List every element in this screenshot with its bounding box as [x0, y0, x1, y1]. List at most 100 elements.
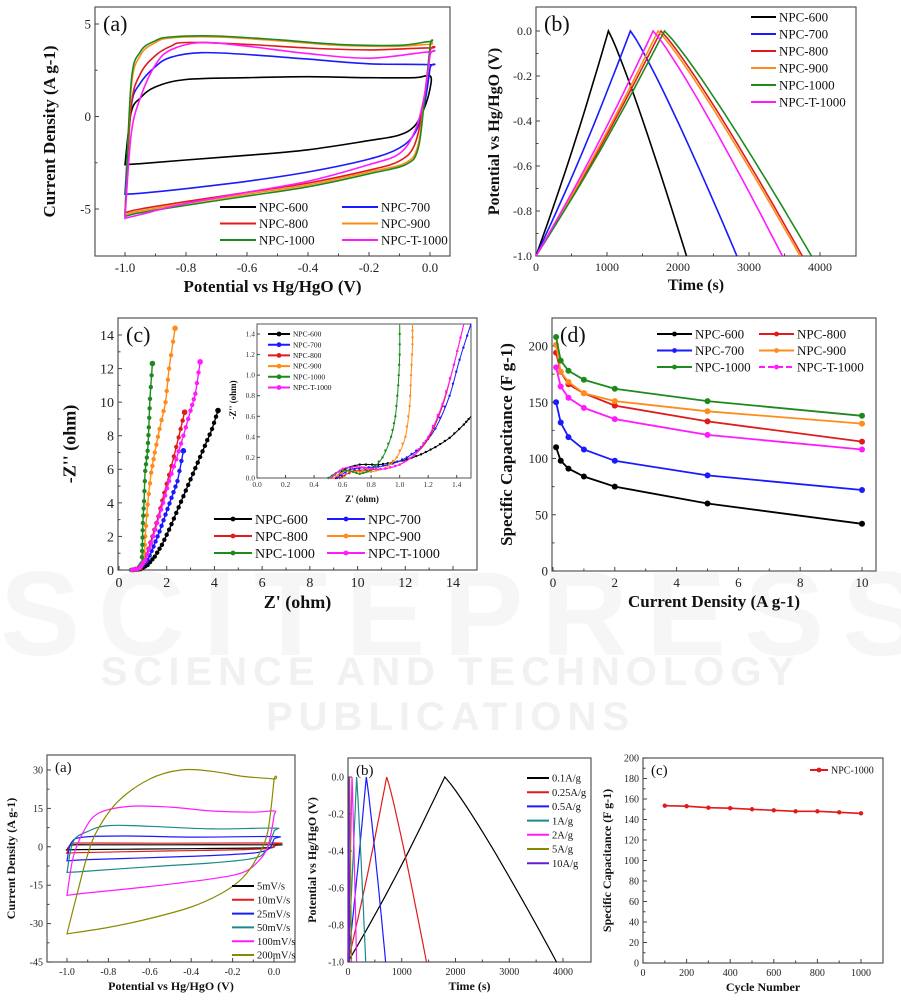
series-line [535, 29, 801, 257]
data-point [166, 478, 172, 484]
legend-label: NPC-900 [797, 343, 846, 358]
data-point [143, 523, 149, 528]
legend-marker [672, 348, 677, 353]
legend-item: 0.1A/g [527, 774, 582, 785]
inset-data-point [411, 329, 414, 332]
y-tick-label: 15 [33, 804, 43, 815]
data-point [553, 334, 560, 340]
data-point [154, 520, 160, 526]
data-point [553, 444, 560, 451]
inset-data-point [341, 467, 344, 470]
y-tick-label: 50 [535, 507, 548, 522]
inset-data-point [393, 464, 397, 468]
legend-marker [276, 363, 282, 369]
data-point [197, 359, 203, 365]
y-tick-label: 0 [85, 109, 92, 124]
data-point [164, 486, 170, 491]
inset-data-point [355, 471, 358, 475]
x-tick-label: 14 [446, 576, 460, 591]
data-point [611, 402, 618, 409]
data-point [815, 809, 820, 814]
inset-data-point [410, 353, 414, 356]
inset-data-point [335, 476, 339, 480]
data-point [215, 407, 221, 414]
inset-data-point [373, 464, 377, 467]
inset-data-point [405, 456, 408, 459]
x-tick-label: 0 [533, 260, 539, 274]
x-tick-label: 4 [211, 576, 218, 591]
data-point [154, 550, 160, 555]
inset-frame [256, 323, 472, 479]
inset-data-point [358, 467, 361, 470]
legend-label: NPC-T-1000 [779, 95, 846, 110]
data-point [147, 406, 152, 411]
data-point [154, 442, 159, 447]
legend-marker [774, 348, 779, 353]
y-tick-label: 140 [624, 815, 639, 826]
inset-data-point [398, 343, 401, 346]
inset-chart: 0.0 0.2 0.4 0.6 0.8 1.0 1.2 1.4 0.0 0.2 0.4 0.6 0.8 1… [228, 323, 472, 504]
data-point [162, 493, 168, 498]
data-point [152, 527, 158, 532]
inset-data-point [369, 467, 373, 470]
inset-data-point [395, 456, 399, 459]
inset-data-point [415, 449, 418, 452]
legend-marker [276, 353, 282, 358]
y-axis-title: -Z'' (ohm) [60, 405, 81, 484]
inset-y-tick-label: 1.4 [246, 330, 256, 339]
inset-data-point [364, 463, 368, 466]
data-point [197, 454, 203, 460]
data-point [168, 352, 174, 358]
inset-data-point [341, 469, 345, 472]
x-tick-label: 0 [346, 967, 351, 978]
data-point [165, 506, 170, 512]
inset-data-point [467, 417, 470, 421]
inset-data-point [462, 346, 465, 349]
data-point [159, 523, 164, 528]
legend-label: NPC-1000 [695, 360, 751, 375]
legend-label: NPC-800 [293, 351, 322, 360]
inset-data-point [388, 466, 392, 469]
y-tick-label: 100 [624, 856, 639, 867]
inset-data-point [336, 474, 340, 477]
inset-data-point [397, 373, 400, 377]
x-tick-label: 400 [723, 968, 738, 979]
data-point [183, 425, 188, 430]
data-point [169, 471, 174, 476]
data-point [178, 499, 184, 504]
data-point [151, 544, 156, 549]
data-point [161, 518, 166, 523]
data-point [159, 542, 165, 548]
inset-data-point [448, 394, 451, 397]
plot-frame [117, 317, 478, 571]
y-tick-label: -45 [30, 958, 43, 969]
legend-item: NPC-1000 [810, 766, 874, 777]
data-point [180, 448, 187, 454]
data-point [164, 532, 169, 537]
legend-marker [276, 331, 282, 337]
data-point [143, 462, 149, 467]
y-tick-label: 60 [629, 897, 639, 908]
legend-label: NPC-1000 [255, 547, 315, 562]
legend-item: NPC-700 [268, 340, 322, 349]
inset-data-point [429, 448, 432, 451]
x-axis-title: Time (s) [668, 277, 724, 294]
y-tick-label: 100 [529, 451, 549, 466]
x-tick-label: -0.4 [298, 260, 319, 275]
data-point [565, 379, 572, 385]
data-point [139, 554, 145, 560]
legend-item: NPC-600 [268, 330, 322, 339]
data-point [143, 468, 148, 474]
inset-data-point [410, 452, 413, 456]
legend-item: NPC-900 [268, 362, 322, 371]
data-point [145, 552, 150, 557]
inset-data-point [337, 470, 340, 474]
series-line [124, 36, 434, 216]
series-line [124, 51, 436, 196]
y-axis-title: Potential vs Hg/HgO (V) [486, 48, 503, 216]
data-point [163, 512, 168, 517]
data-point [553, 364, 560, 371]
data-point [157, 546, 162, 551]
inset-data-point [400, 458, 404, 461]
data-point [158, 507, 164, 512]
